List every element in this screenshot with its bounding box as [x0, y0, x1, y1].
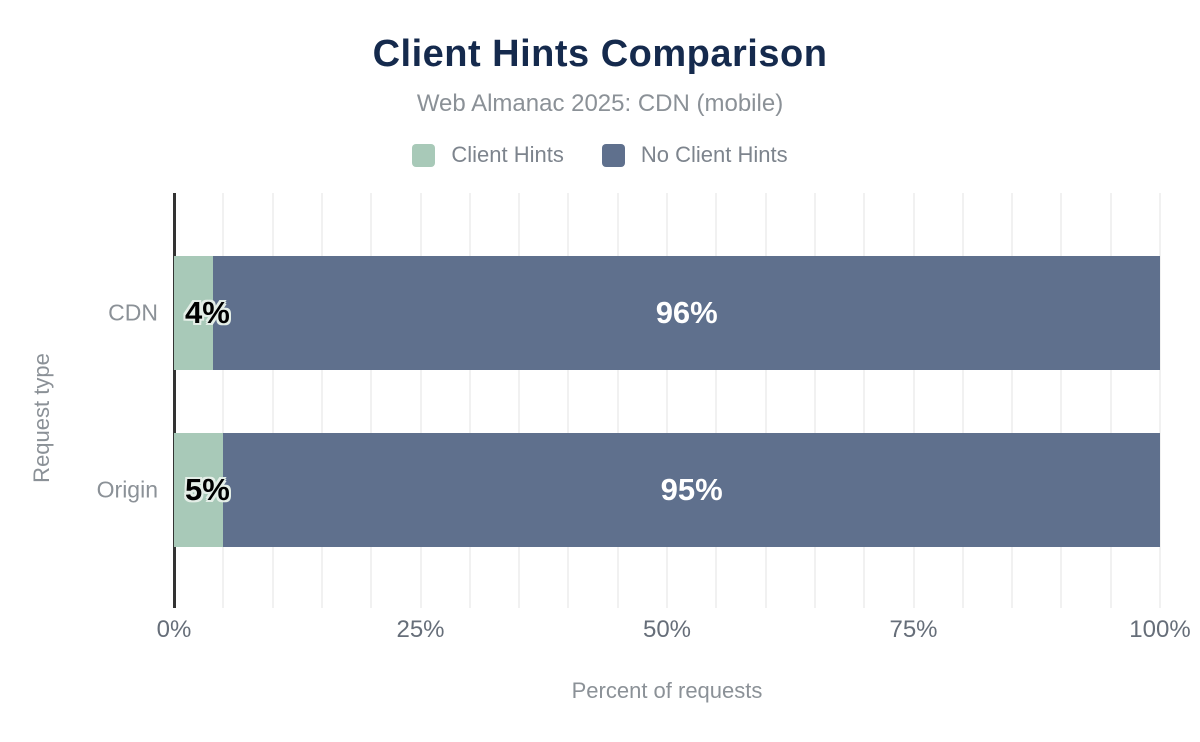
x-tick-label: 25%	[396, 616, 445, 643]
y-category-label-cdn: CDN	[108, 299, 158, 326]
grid-line	[567, 193, 570, 608]
grid-line	[271, 193, 274, 608]
grid-line	[764, 193, 767, 608]
bar-segment-no-client-hints[interactable]: 95%	[223, 433, 1160, 547]
chart-title: Client Hints Comparison	[372, 33, 828, 75]
grid-line	[666, 193, 668, 608]
y-axis-line	[173, 193, 176, 608]
bar-value-label-no-client-hints: 96%	[655, 295, 718, 330]
chart-subtitle: Web Almanac 2025: CDN (mobile)	[416, 90, 784, 117]
legend-swatch-icon	[601, 143, 625, 167]
bar-value-label-no-client-hints: 95%	[660, 472, 723, 507]
legend-label: Client Hints	[451, 142, 564, 167]
x-tick-label: 75%	[889, 616, 938, 643]
grid-line	[518, 193, 521, 608]
grid-line	[419, 193, 422, 608]
legend-item-no-client-hints[interactable]: No Client Hints	[601, 142, 788, 168]
grid-line	[863, 193, 866, 608]
bar-row-origin: 95% 5%	[174, 433, 1160, 547]
x-tick-label: 50%	[642, 616, 692, 643]
legend-label: No Client Hints	[640, 142, 788, 167]
grid-line	[912, 193, 915, 608]
grid-line	[715, 193, 718, 608]
legend: Client Hints No Client Hints	[0, 142, 1200, 168]
bar-value-label-client-hints: 5%	[185, 472, 230, 507]
grid-line	[468, 193, 471, 608]
grid-line	[961, 193, 964, 608]
bar-segment-client-hints[interactable]	[174, 256, 214, 370]
grid-line	[320, 193, 323, 608]
x-tick-label: 0%	[156, 616, 192, 643]
y-axis-title: Request type	[29, 353, 54, 483]
x-tick-label: 100%	[1129, 616, 1191, 643]
y-category-labels: CDN Origin	[0, 193, 158, 608]
grid-line	[1060, 193, 1063, 608]
bar-segment-no-client-hints[interactable]: 96%	[213, 256, 1160, 370]
y-category-label-origin: Origin	[96, 476, 158, 503]
grid-line	[813, 193, 816, 608]
bar-segment-client-hints[interactable]	[174, 433, 224, 547]
grid-line	[222, 193, 225, 608]
legend-item-client-hints[interactable]: Client Hints	[412, 142, 564, 168]
legend-swatch-icon	[412, 143, 436, 167]
grid-line	[1159, 193, 1161, 608]
grid-line	[1011, 193, 1014, 608]
x-axis-title: Percent of requests	[571, 678, 763, 703]
grid-line	[370, 193, 373, 608]
grid-line	[616, 193, 619, 608]
bar-value-label-client-hints: 4%	[185, 295, 230, 330]
grid-line	[1109, 193, 1112, 608]
x-tick-labels: 0% 25% 50% 75% 100%	[157, 616, 1191, 646]
plot-area: 96% 4% 95% 5%	[173, 193, 1161, 608]
bar-row-cdn: 96% 4%	[174, 256, 1160, 370]
